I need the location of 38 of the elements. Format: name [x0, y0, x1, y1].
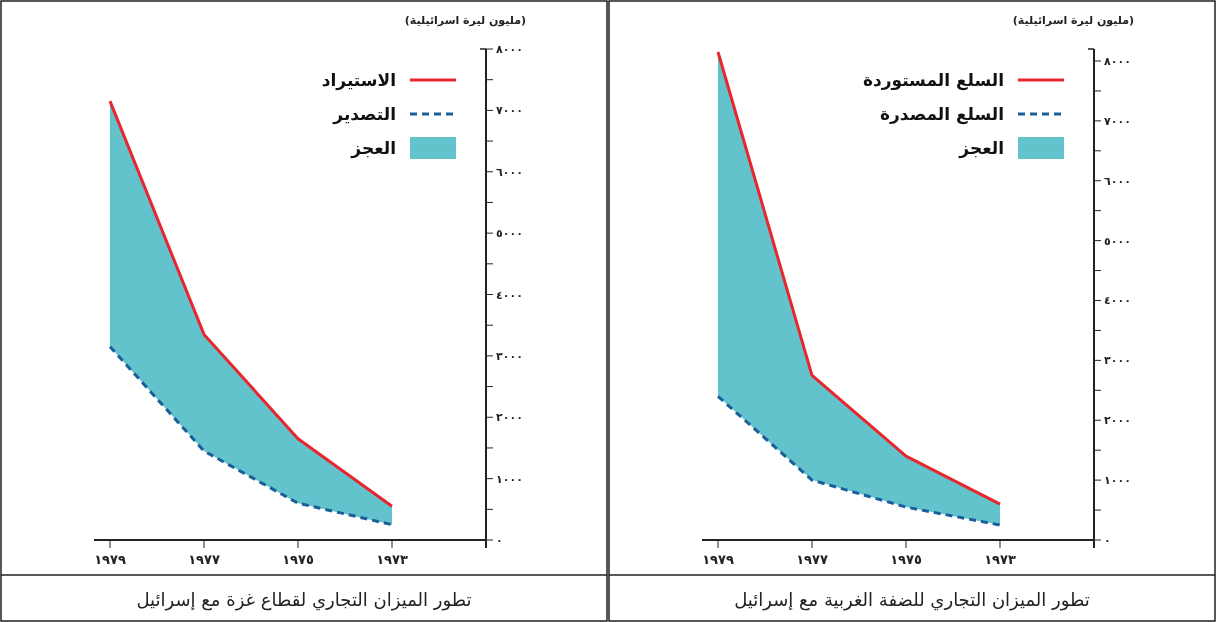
y-tick-label: ٤٠٠٠ [496, 288, 523, 302]
line-series [716, 394, 1002, 527]
x-tick-label: ١٩٧٩ [94, 552, 126, 567]
legend-label: العجز [350, 138, 396, 159]
y-axis-title: (مليون ليرة اسرائيلية) [404, 14, 526, 27]
y-tick-label: ٥٠٠٠ [496, 227, 523, 241]
x-tick-label: ١٩٧٧ [188, 552, 220, 567]
y-tick-label: ٤٠٠٠ [1104, 294, 1131, 308]
legend-label: الاستيراد [321, 70, 396, 91]
y-tick-label: ٧٠٠٠ [1104, 114, 1131, 128]
legend-label: التصدير [332, 104, 396, 125]
x-tick-label: ١٩٧٧ [796, 552, 828, 567]
y-tick-label: ٢٠٠٠ [496, 411, 523, 425]
y-tick-label: ٥٠٠٠ [1104, 234, 1131, 248]
x-tick-label: ١٩٧٩ [702, 552, 734, 567]
legend-label: العجز [958, 138, 1004, 159]
text: تطور الميزان التجاري لقطاع غزة مع إسرائيل [136, 589, 472, 611]
text: تطور الميزان التجاري للضفة الغربية مع إسرائيل [734, 589, 1090, 611]
y-tick-label: ٠ [1104, 534, 1111, 547]
x-tick-label: ١٩٧٥ [890, 552, 922, 567]
legend-label: السلع المستوردة [862, 70, 1004, 91]
y-tick-label: ٦٠٠٠ [1104, 174, 1131, 188]
line-series [108, 345, 394, 527]
y-tick-label: ٧٠٠٠ [496, 104, 523, 118]
y-tick-label: ٠ [496, 534, 503, 547]
y-tick-label: ٨٠٠٠ [496, 43, 523, 56]
x-tick-label: ١٩٧٣ [984, 552, 1016, 567]
y-tick-label: ٦٠٠٠ [496, 165, 523, 179]
y-axis-title: (مليون ليرة اسرائيلية) [1012, 14, 1134, 27]
x-tick-label: ١٩٧٣ [376, 552, 408, 567]
y-tick-label: ٢٠٠٠ [1104, 414, 1131, 428]
legend-label: السلع المصدرة [880, 104, 1004, 125]
y-tick-label: ١٠٠٠ [1104, 474, 1131, 488]
y-tick-label: ٨٠٠٠ [1104, 54, 1131, 68]
y-tick-label: ١٠٠٠ [496, 472, 523, 486]
x-tick-label: ١٩٧٥ [282, 552, 314, 567]
y-tick-label: ٣٠٠٠ [496, 349, 523, 363]
y-tick-label: ٣٠٠٠ [1104, 354, 1131, 368]
